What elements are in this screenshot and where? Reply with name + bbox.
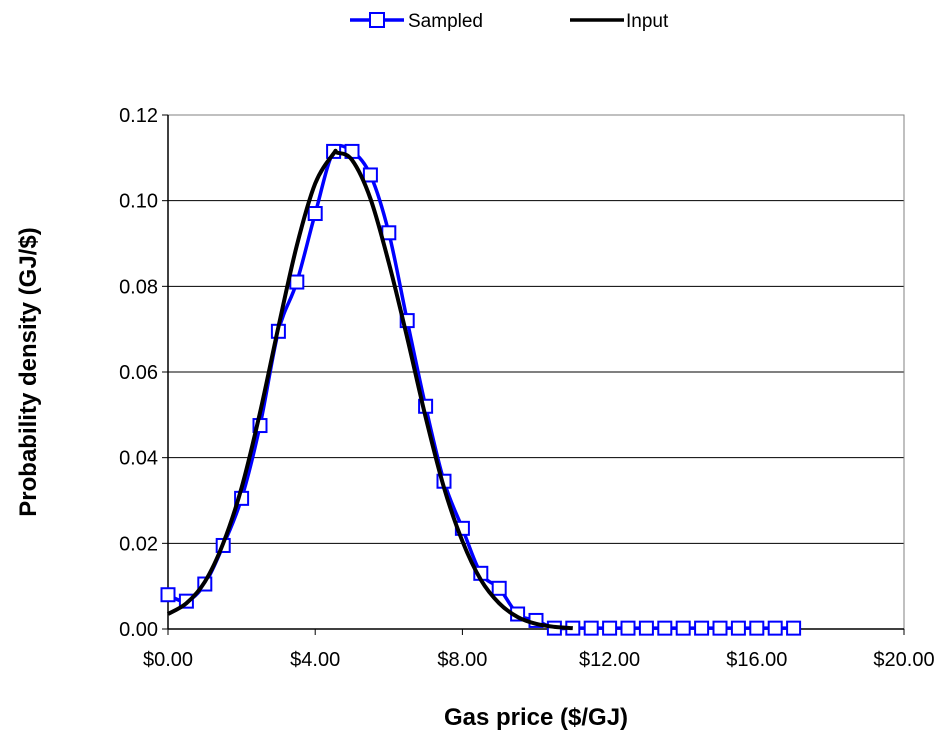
series-input	[166, 148, 573, 631]
legend-swatch-sampled-marker	[369, 12, 385, 28]
point-sampled-25	[620, 620, 636, 636]
point-sampled-12	[381, 225, 397, 241]
legend-item-input: Input	[570, 11, 669, 32]
point-sampled-30	[712, 620, 728, 636]
x-tick-label-5: $20.00	[873, 649, 934, 671]
y-axis-ticks: 0.00 0.02 0.04 0.06 0.08 0.10 0.12	[119, 105, 168, 641]
y-tick-label-6: 0.12	[119, 105, 158, 127]
series-line-input	[166, 148, 573, 631]
point-sampled-28	[675, 620, 691, 636]
series-line-sampled	[167, 144, 794, 631]
series-sampled	[160, 143, 802, 636]
point-sampled-0	[160, 587, 176, 603]
point-sampled-32	[749, 620, 765, 636]
series-layer	[160, 143, 802, 636]
legend-label-input: Input	[626, 11, 669, 32]
x-tick-label-4: $16.00	[726, 649, 787, 671]
point-sampled-26	[638, 620, 654, 636]
legend: Sampled Input	[350, 11, 669, 32]
point-sampled-11	[362, 167, 378, 183]
y-axis-title: Probability density (GJ/$)	[15, 227, 42, 516]
point-sampled-24	[602, 620, 618, 636]
point-sampled-33	[767, 620, 783, 636]
x-axis-title: Gas price ($/GJ)	[444, 704, 628, 731]
x-tick-label-3: $12.00	[579, 649, 640, 671]
y-tick-label-3: 0.06	[119, 362, 158, 384]
x-tick-label-0: $0.00	[143, 649, 193, 671]
point-sampled-7	[289, 274, 305, 290]
y-tick-label-5: 0.10	[119, 191, 158, 213]
point-sampled-8	[307, 206, 323, 222]
point-sampled-29	[694, 620, 710, 636]
legend-label-sampled: Sampled	[408, 11, 483, 32]
y-tick-label-1: 0.02	[119, 533, 158, 555]
y-tick-label-2: 0.04	[119, 448, 158, 470]
point-sampled-27	[657, 620, 673, 636]
y-tick-label-4: 0.08	[119, 276, 158, 298]
x-tick-label-2: $8.00	[437, 649, 487, 671]
x-tick-label-1: $4.00	[290, 649, 340, 671]
x-axis-ticks: $0.00 $4.00 $8.00 $12.00 $16.00 $20.00	[143, 629, 935, 671]
point-sampled-31	[730, 620, 746, 636]
point-sampled-18	[491, 580, 507, 596]
point-sampled-23	[583, 620, 599, 636]
point-sampled-34	[786, 620, 802, 636]
y-tick-label-0: 0.00	[119, 619, 158, 641]
legend-item-sampled: Sampled	[350, 11, 483, 32]
